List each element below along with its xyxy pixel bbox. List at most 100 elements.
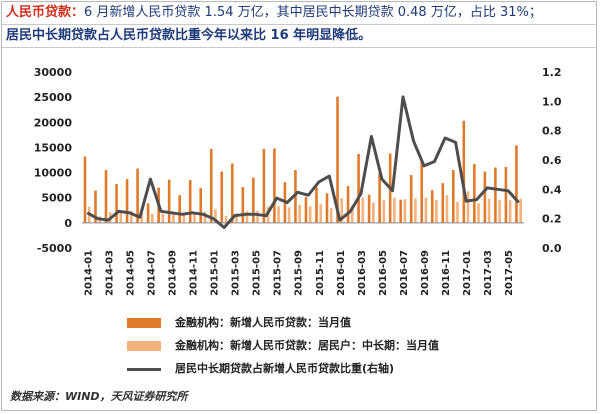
legend-label-resident: 金融机构：新增人民币贷款：居民户：中长期：当月值 xyxy=(175,339,439,352)
bar-total-loans xyxy=(273,148,276,223)
x-tick-label: 2016-09 xyxy=(420,250,431,296)
x-tick-label: 2016-05 xyxy=(378,250,389,296)
bar-resident-loans xyxy=(287,207,291,223)
bar-total-loans xyxy=(420,161,424,223)
bar-resident-loans xyxy=(403,199,407,223)
bar-total-loans xyxy=(104,170,108,223)
bar-total-loans xyxy=(252,177,255,223)
y-left-tick-label: 15000 xyxy=(34,141,73,154)
x-tick-label: 2014-01 xyxy=(83,250,94,296)
x-tick-label: 2017-03 xyxy=(483,250,494,296)
bar-total-loans xyxy=(430,190,434,223)
bar-total-loans xyxy=(515,145,518,223)
bar-total-loans xyxy=(409,175,413,223)
bar-resident-loans xyxy=(487,198,491,223)
y-right-tick-label: 1.0 xyxy=(542,95,562,108)
y-right-tick-label: 0.2 xyxy=(542,213,562,226)
bar-resident-loans xyxy=(277,206,280,223)
bar-resident-loans xyxy=(308,206,312,223)
bar-resident-loans xyxy=(235,213,238,223)
legend-swatch-resident xyxy=(127,341,161,351)
bar-total-loans xyxy=(346,186,350,223)
bar-resident-loans xyxy=(372,202,375,223)
bar-total-loans xyxy=(483,171,487,223)
bar-total-loans xyxy=(83,156,87,223)
bar-resident-loans xyxy=(519,198,522,223)
x-tick-label: 2016-01 xyxy=(336,250,347,296)
x-tick-label: 2014-11 xyxy=(189,250,200,296)
bar-total-loans xyxy=(188,180,192,223)
bar-resident-loans xyxy=(393,197,396,223)
bar-total-loans xyxy=(336,96,339,223)
legend-swatch-total xyxy=(127,318,161,328)
bar-total-loans xyxy=(146,203,150,223)
x-tick-label: 2017-05 xyxy=(504,250,515,296)
y-left-tick-label: 25000 xyxy=(34,91,73,104)
bar-resident-loans xyxy=(424,197,428,223)
x-tick-label: 2015-01 xyxy=(210,250,221,296)
bar-resident-loans xyxy=(477,203,480,223)
y-right-tick-label: 0.6 xyxy=(542,154,562,167)
bar-total-loans xyxy=(94,190,97,223)
x-tick-label: 2017-01 xyxy=(462,250,473,296)
bar-total-loans xyxy=(399,199,402,223)
bar-total-loans xyxy=(357,153,360,223)
bar-total-loans xyxy=(115,184,118,223)
bar-resident-loans xyxy=(161,213,165,223)
bar-resident-loans xyxy=(329,207,333,223)
bar-resident-loans xyxy=(414,198,417,223)
x-tick-label: 2016-11 xyxy=(441,250,452,296)
bar-resident-loans xyxy=(245,211,249,223)
bar-resident-loans xyxy=(203,211,207,223)
y-left-tick-label: 0 xyxy=(64,217,72,230)
bar-total-loans xyxy=(167,179,171,223)
header-keyword: 人民币贷款： xyxy=(6,5,85,20)
bar-total-loans xyxy=(451,170,455,223)
y-left-tick-label: 5000 xyxy=(41,192,72,205)
bar-resident-loans xyxy=(224,215,228,223)
y-right-tick-label: 0.0 xyxy=(542,242,562,255)
bar-total-loans xyxy=(125,179,129,223)
chart-legend: 金融机构：新增人民币贷款：当月值 金融机构：新增人民币贷款：居民户：中长期：当月… xyxy=(2,310,598,380)
bar-total-loans xyxy=(494,167,497,223)
x-tick-label: 2015-03 xyxy=(231,250,242,296)
bar-resident-loans xyxy=(350,205,354,223)
bar-total-loans xyxy=(262,148,266,223)
bar-total-loans xyxy=(315,187,318,223)
bar-total-loans xyxy=(220,171,224,223)
bar-resident-loans xyxy=(319,204,322,223)
bar-total-loans xyxy=(441,183,445,223)
bar-resident-loans xyxy=(119,212,123,223)
header-line-2: 居民中长期贷款占人民币贷款比重今年以来比 16 年明显降低。 xyxy=(2,25,596,48)
bar-resident-loans xyxy=(498,200,501,223)
bar-resident-loans xyxy=(456,201,459,223)
bar-total-loans xyxy=(504,167,508,223)
y-left-tick-label: 20000 xyxy=(34,116,73,129)
x-tick-label: 2015-07 xyxy=(273,250,284,296)
line-ratio-series xyxy=(86,95,520,229)
bar-resident-loans xyxy=(298,204,301,223)
bar-resident-loans xyxy=(129,210,133,223)
x-tick-label: 2015-05 xyxy=(252,250,263,296)
x-tick-label: 2015-09 xyxy=(294,250,305,296)
bar-resident-loans xyxy=(256,210,259,223)
legend-label-ratio: 居民中长期贷款占新增人民币贷款比重(右轴) xyxy=(175,362,395,375)
bar-resident-loans xyxy=(151,213,154,223)
bar-total-loans xyxy=(378,173,381,223)
chart-plot: -5000 0 5000 10000 15000 20000 25000 30000 0.0 0.… xyxy=(34,66,562,296)
legend-label-total: 金融机构：新增人民币贷款：当月值 xyxy=(175,316,351,329)
x-tick-label: 2016-03 xyxy=(357,250,368,296)
bar-total-loans xyxy=(367,194,371,223)
y-right-tick-label: 0.4 xyxy=(542,183,562,196)
bar-resident-loans xyxy=(340,198,344,223)
bar-total-loans xyxy=(325,193,329,223)
bar-resident-loans xyxy=(435,199,438,223)
bar-resident-loans xyxy=(445,195,449,223)
bar-resident-loans xyxy=(172,211,175,223)
bar-total-loans xyxy=(178,195,181,223)
x-tick-label: 2015-11 xyxy=(315,250,326,296)
bar-total-loans xyxy=(199,188,203,223)
y-right-tick-label: 1.2 xyxy=(542,66,562,79)
bar-total-loans xyxy=(230,163,234,223)
y-left-tick-label: -5000 xyxy=(37,242,73,255)
